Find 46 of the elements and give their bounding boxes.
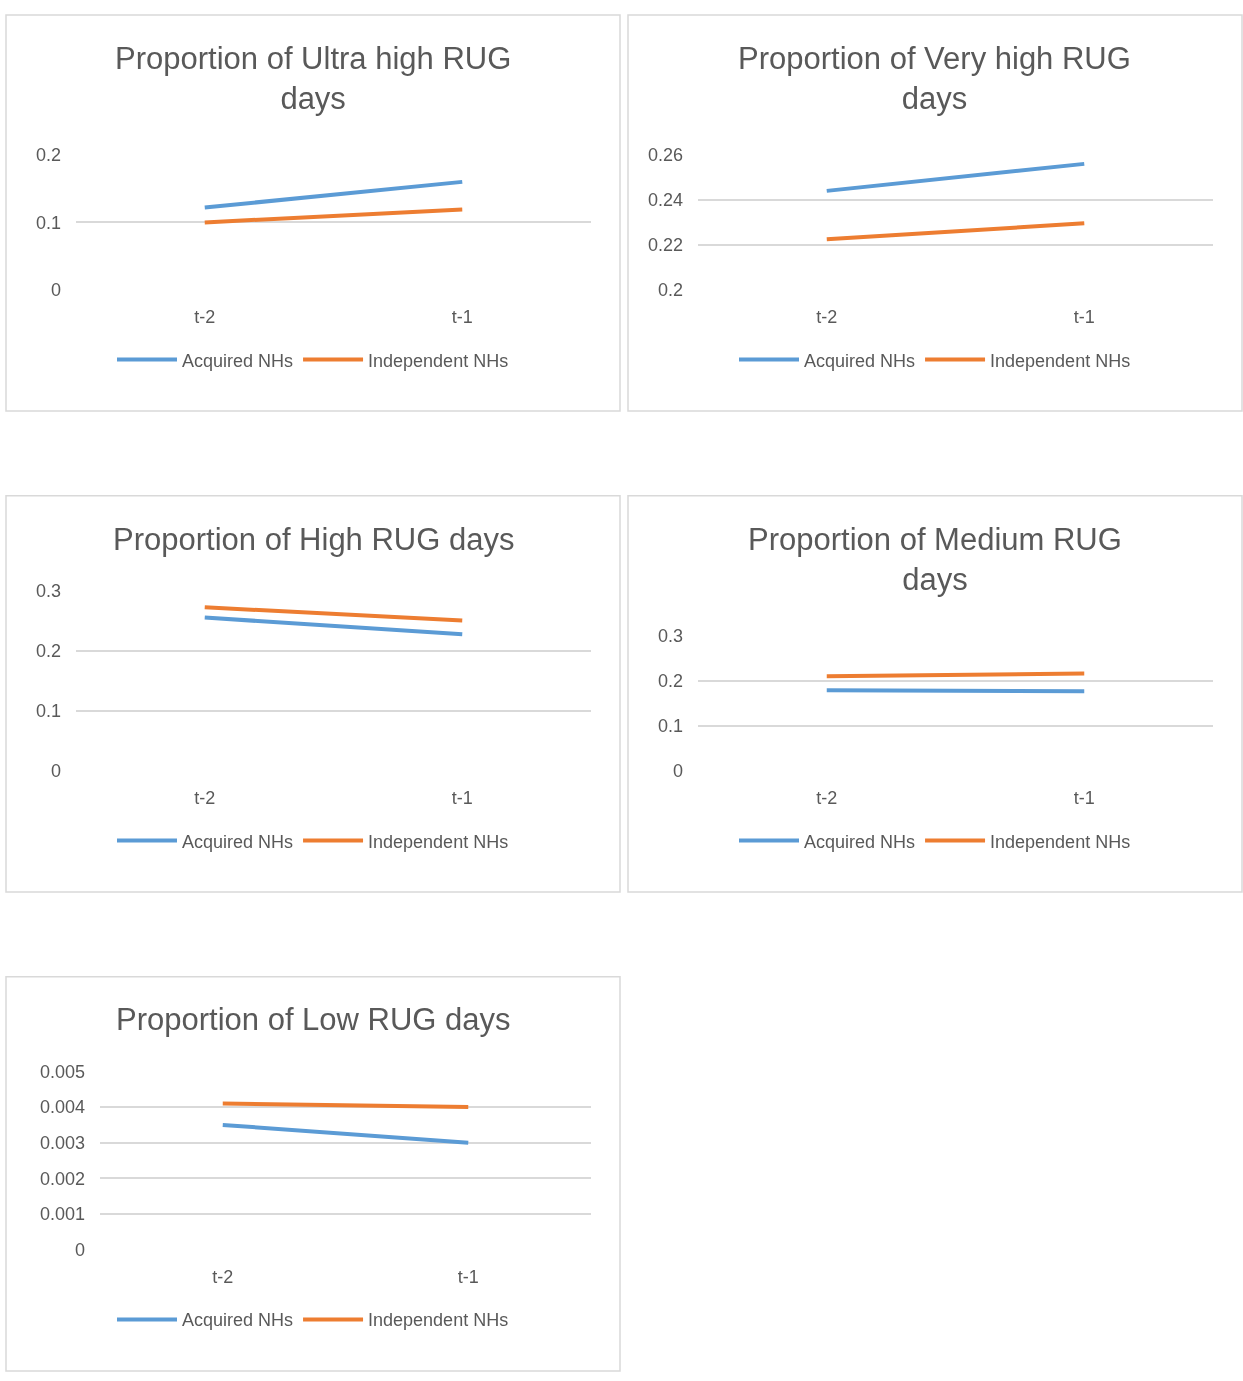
y-tick-label: 0.24 xyxy=(647,190,683,211)
legend-label: Acquired NHs xyxy=(804,350,916,371)
x-tick-label: t-1 xyxy=(451,306,473,327)
chart-title: Proportion of Ultra high RUG days xyxy=(115,41,512,117)
y-tick-label: 0.001 xyxy=(39,1204,85,1225)
legend-label: Acquired NHs xyxy=(182,1310,294,1331)
x-tick-label: t-2 xyxy=(816,306,838,327)
legend-label: Acquired NHs xyxy=(182,350,294,371)
x-tick-label: t-1 xyxy=(1073,787,1095,808)
y-tick-label: 0.2 xyxy=(35,640,61,661)
y-tick-label: 0.004 xyxy=(39,1097,85,1118)
chart-title: Proportion of Medium RUG days xyxy=(748,522,1122,598)
legend-label: Independent NHs xyxy=(990,350,1131,371)
y-tick-label: 0.26 xyxy=(647,145,683,166)
y-tick-label: 0.1 xyxy=(35,212,61,233)
y-tick-label: 0 xyxy=(672,761,683,782)
y-tick-label: 0.2 xyxy=(35,145,61,166)
legend-label: Acquired NHs xyxy=(804,831,916,852)
chart-title: Proportion of High RUG days xyxy=(113,522,515,557)
x-tick-label: t-2 xyxy=(212,1266,234,1287)
y-tick-label: 0 xyxy=(74,1240,85,1261)
x-tick-label: t-2 xyxy=(816,787,838,808)
legend-label: Independent NHs xyxy=(368,1310,509,1331)
legend-label: Independent NHs xyxy=(368,831,509,852)
y-tick-label: 0 xyxy=(50,761,61,782)
y-tick-label: 0.3 xyxy=(657,626,683,647)
y-tick-label: 0.2 xyxy=(657,671,683,692)
y-tick-label: 0.003 xyxy=(39,1133,85,1154)
y-tick-label: 0.002 xyxy=(39,1168,85,1189)
x-tick-label: t-1 xyxy=(451,787,473,808)
y-tick-label: 0.1 xyxy=(35,701,61,721)
y-tick-label: 0 xyxy=(50,280,61,301)
y-tick-label: 0.005 xyxy=(39,1061,85,1082)
y-tick-label: 0.2 xyxy=(657,280,683,301)
legend-label: Independent NHs xyxy=(990,831,1131,852)
chart-title: Proportion of Very high RUG days xyxy=(738,41,1131,117)
legend-label: Acquired NHs xyxy=(182,831,294,852)
y-tick-label: 0.1 xyxy=(657,716,683,737)
x-tick-label: t-2 xyxy=(194,787,216,808)
x-tick-label: t-1 xyxy=(1073,306,1095,327)
y-tick-label: 0.3 xyxy=(35,580,61,601)
x-tick-label: t-2 xyxy=(194,306,216,327)
legend-label: Independent NHs xyxy=(368,350,509,371)
y-tick-label: 0.22 xyxy=(647,235,683,256)
chart-title: Proportion of Low RUG days xyxy=(116,1002,511,1037)
x-tick-label: t-1 xyxy=(457,1266,479,1287)
